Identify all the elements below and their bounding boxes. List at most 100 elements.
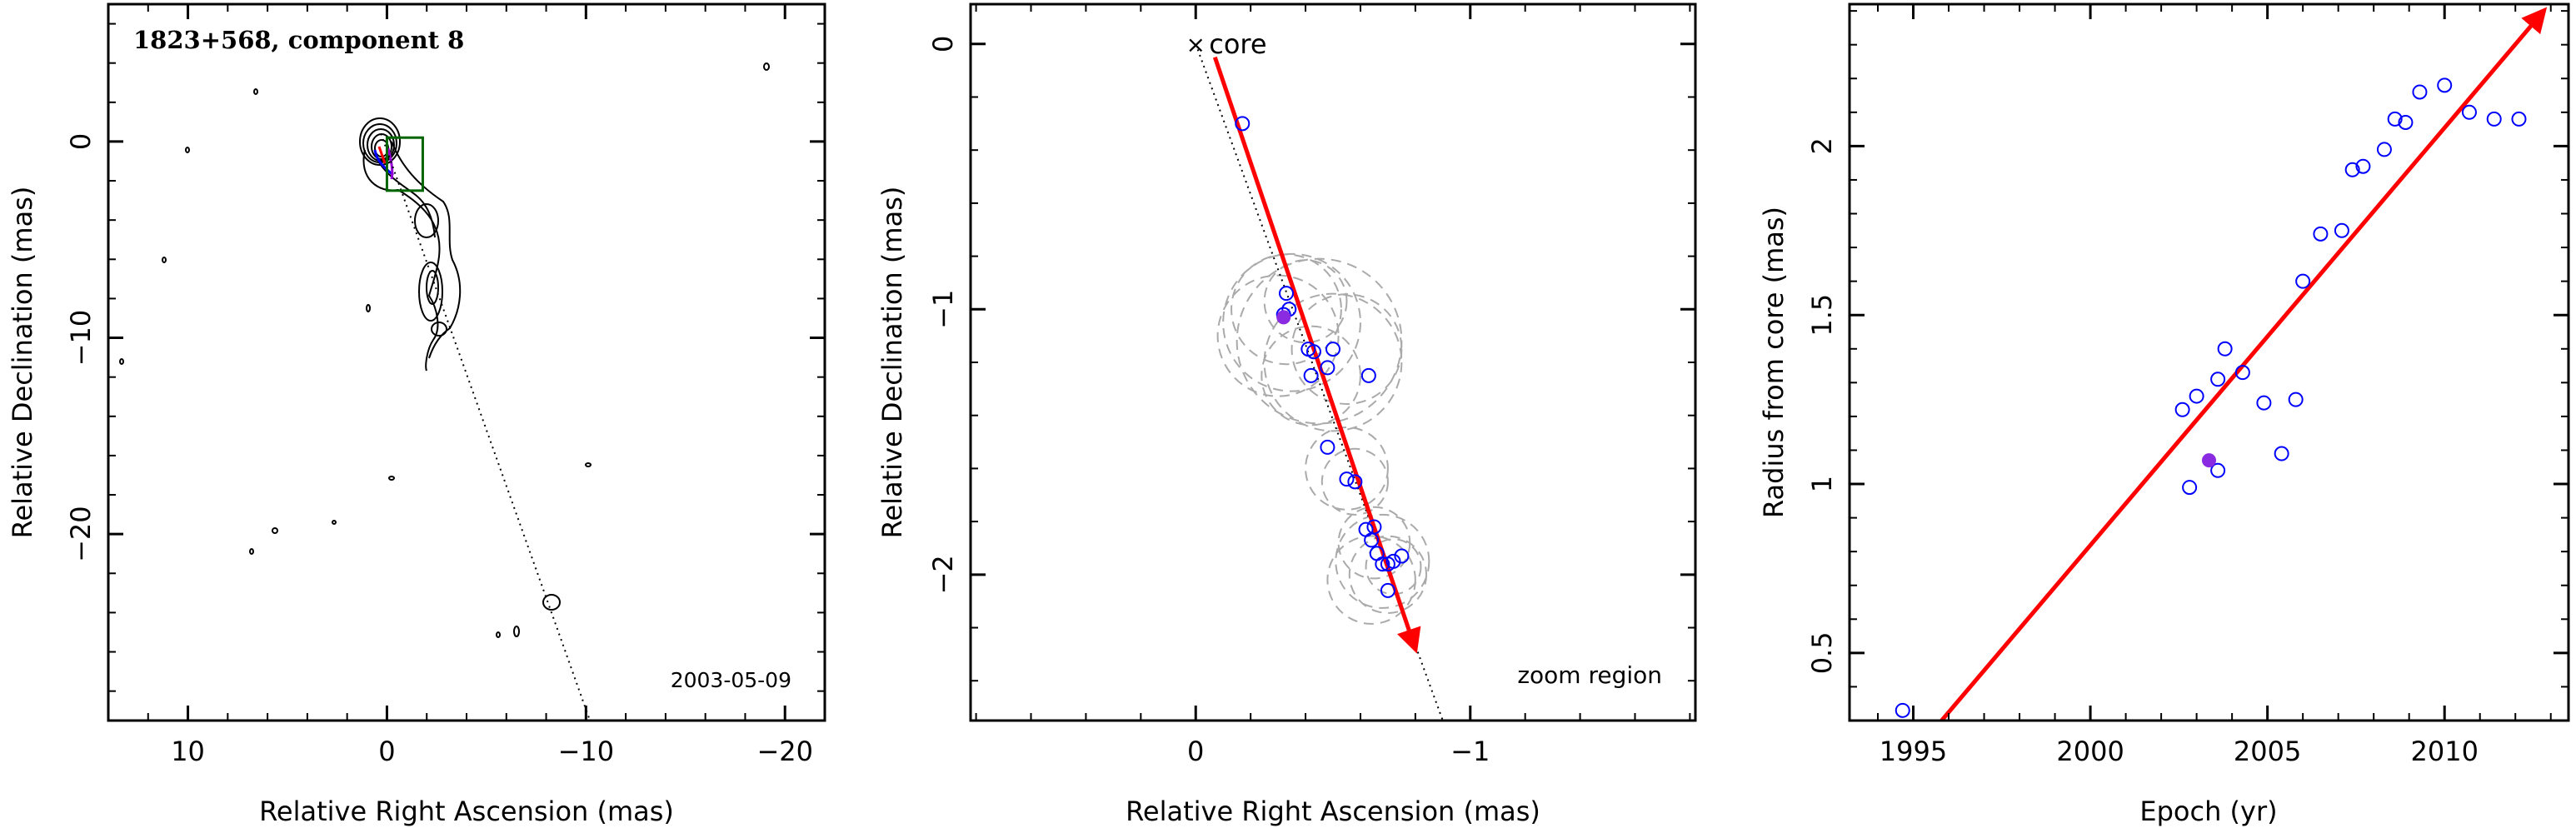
x-tick-label: −20 [756, 736, 813, 767]
y-axis-label: Relative Declination (mas) [7, 187, 38, 539]
y-tick-label: 0.5 [1806, 631, 1838, 674]
component-point [1325, 342, 1340, 357]
plot-frame [969, 2, 1697, 722]
zoom-region-box [385, 136, 424, 192]
chart-title: 1823+568, component 8 [133, 26, 464, 54]
component-fit-circle [1326, 535, 1416, 625]
radius-point [2461, 104, 2477, 120]
radius-point [2274, 446, 2289, 461]
component-point [1380, 582, 1395, 598]
gaussian-component-circles [1216, 252, 1430, 625]
highlight-point [2202, 453, 2216, 468]
component-fit-circle [1222, 252, 1361, 392]
component-point [1320, 439, 1335, 455]
panel-radius-vs-epoch: 1995 2000 2005 2010 0.5 1 1.5 2 Epoch (yr) Radi… [1758, 2, 2570, 827]
noise-contour [272, 527, 278, 534]
x-axis-label: Relative Right Ascension (mas) [1126, 796, 1540, 827]
radius-point [2511, 111, 2527, 127]
trajectory-line [380, 133, 592, 721]
core-color-contours [373, 146, 394, 180]
component-fit-circle [1337, 506, 1411, 580]
jet-contour-inner [378, 162, 436, 238]
noise-contour [366, 304, 371, 312]
radius-measurements [1895, 77, 2527, 718]
component-point [1360, 367, 1376, 383]
red-contour [377, 146, 387, 164]
radius-point [2486, 111, 2502, 127]
x-tick-label: 2005 [2234, 736, 2301, 767]
x-tick-label: 0 [1187, 736, 1204, 767]
component-fit-circle [1320, 447, 1389, 516]
component-fit-circle [1236, 257, 1403, 425]
y-tick-label: −20 [65, 506, 97, 562]
component-fit-circle [1261, 325, 1361, 426]
radio-contours [119, 62, 770, 638]
component-fit-circle [1335, 513, 1430, 609]
y-tick-label: −2 [927, 555, 959, 594]
jet-blob [542, 594, 561, 611]
noise-contour [585, 462, 592, 467]
x-tick-label: 2010 [2410, 736, 2478, 767]
component-point [1364, 532, 1380, 548]
highlight-point [1276, 310, 1291, 325]
radius-point [2256, 395, 2272, 411]
radius-point [2334, 222, 2349, 238]
jet-contour-outer [362, 149, 441, 372]
radius-point [2174, 402, 2190, 417]
noise-contour [332, 520, 337, 525]
y-tick-label: 1 [1806, 476, 1838, 492]
radius-point [2313, 226, 2329, 242]
noise-contour [119, 358, 124, 365]
radius-point [2210, 462, 2226, 478]
x-tick-label: 0 [378, 736, 395, 767]
jet-knot [426, 270, 439, 305]
jet-knot [414, 203, 439, 238]
zoom-region-label: zoom region [1517, 661, 1662, 689]
radius-point [2412, 84, 2428, 100]
radius-point [2398, 114, 2414, 130]
noise-contour [249, 548, 254, 555]
core-marker: × [1186, 31, 1205, 58]
jet-knot [431, 322, 447, 337]
epoch-annotation: 2003-05-09 [671, 668, 791, 692]
component-point [1375, 556, 1390, 572]
component-fit-circle [1348, 535, 1428, 614]
radius-point [2217, 341, 2233, 357]
radius-point [2387, 111, 2403, 127]
noise-contour [162, 257, 167, 263]
radius-point [2288, 392, 2304, 407]
component-point [1320, 360, 1335, 376]
y-tick-label: 0 [65, 133, 97, 150]
x-tick-label: 10 [171, 736, 205, 767]
y-tick-label: −1 [927, 290, 959, 329]
y-tick-label: 0 [927, 36, 959, 52]
noise-contour [185, 147, 190, 153]
plot-frame [107, 2, 826, 722]
radius-point [2437, 77, 2453, 93]
y-axis-label: Radius from core (mas) [1758, 207, 1790, 518]
purple-contour [387, 147, 394, 180]
radius-point [1895, 702, 1910, 718]
jet-contour-outer [391, 141, 462, 359]
component-fit-circle [1263, 292, 1403, 432]
component-point [1394, 548, 1410, 564]
x-tick-label: −10 [558, 736, 615, 767]
y-tick-label: 1.5 [1806, 294, 1838, 337]
component-point [1347, 474, 1363, 490]
plot-frame [1848, 2, 2570, 722]
x-tick-label: −1 [1450, 736, 1490, 767]
core-label: core [1209, 28, 1266, 60]
core-contour [367, 128, 395, 162]
radius-point [2355, 158, 2371, 174]
component-point [1235, 116, 1251, 132]
x-axis-label: Epoch (yr) [2139, 796, 2277, 827]
y-tick-label: 2 [1806, 137, 1838, 154]
component-fit-circle [1263, 259, 1348, 344]
component-point [1305, 344, 1321, 360]
radius-point [2376, 142, 2392, 157]
panel-zoom-region: × core zoom region 0 −1 0 −1 −2 Relative Rig… [876, 2, 1697, 827]
panel-jet-contour-map: 10 0 −10 −20 0 −10 −20 1823+568, component 8 2… [7, 2, 826, 827]
component-fit-circle [1216, 274, 1340, 397]
noise-contour [513, 626, 520, 637]
